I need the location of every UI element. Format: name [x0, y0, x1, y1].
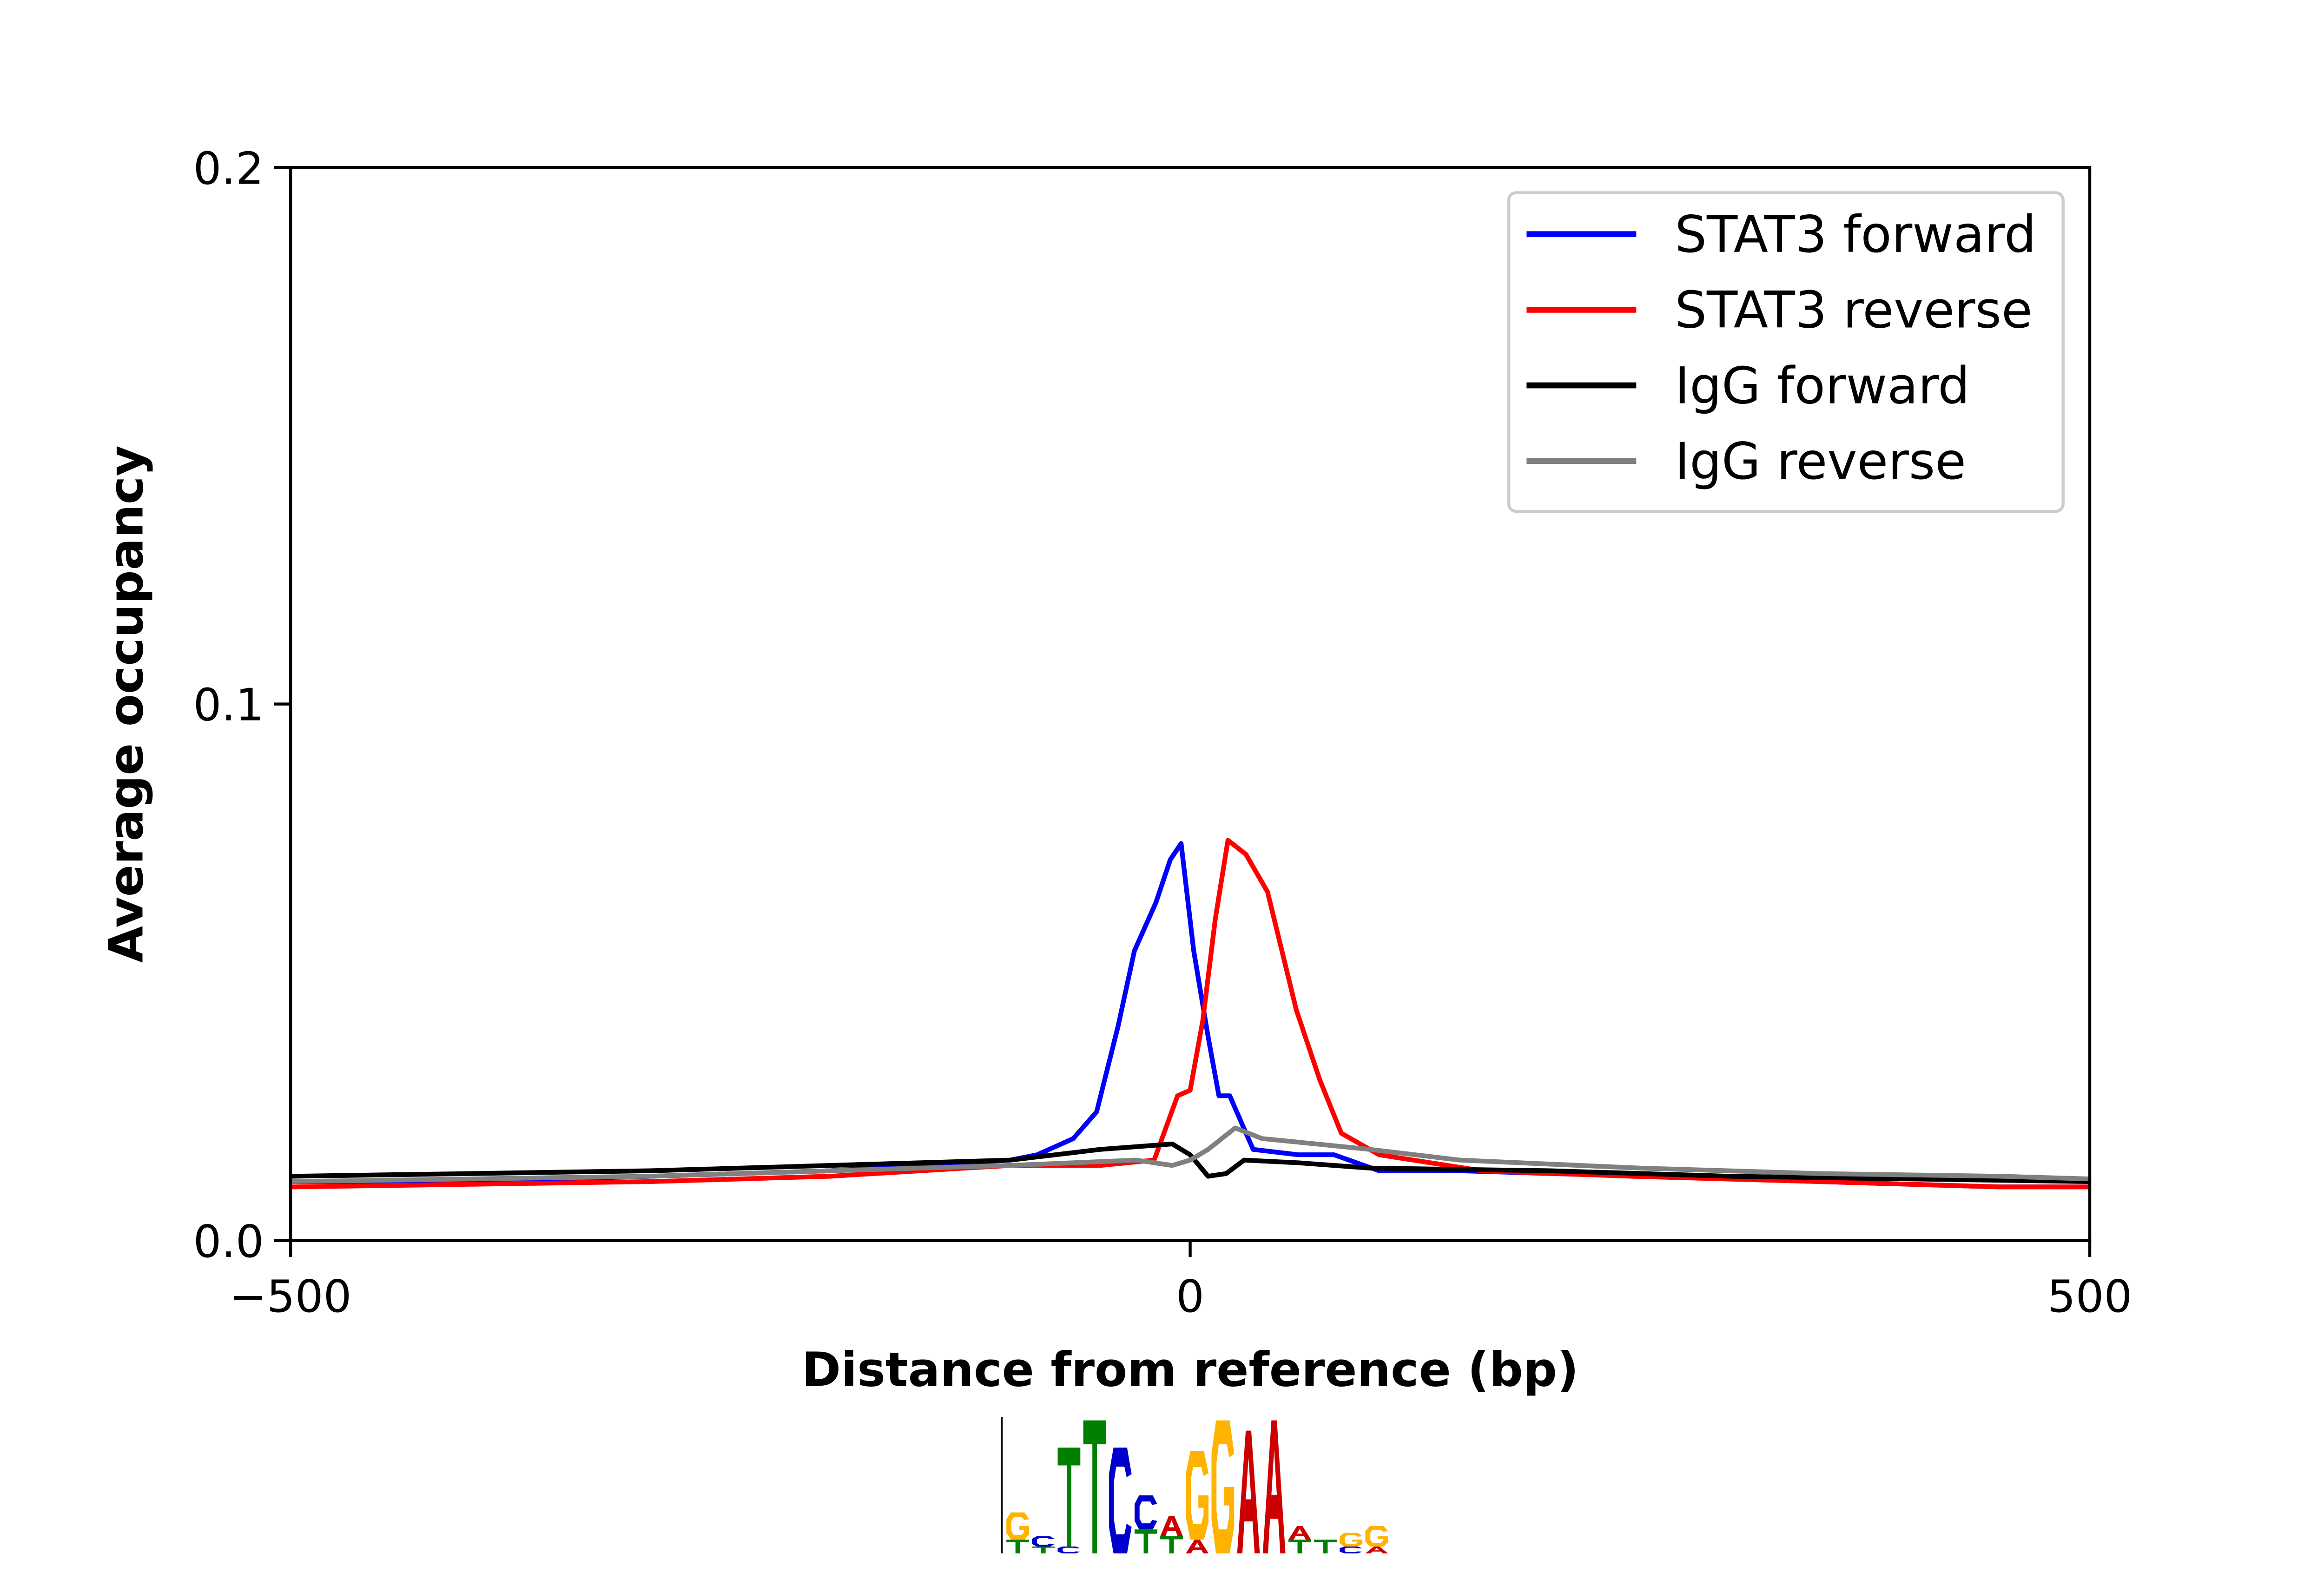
motif-letter-g	[1365, 1526, 1388, 1547]
x-tick-label: 0	[1176, 1270, 1204, 1322]
motif-letter-g	[1211, 1420, 1235, 1554]
motif-letter-c	[1109, 1448, 1132, 1554]
legend-label: IgG forward	[1675, 356, 1970, 415]
motif-letter-t	[1032, 1546, 1055, 1554]
y-tick-label: 0.1	[193, 679, 264, 731]
motif-letter-a	[1237, 1430, 1260, 1554]
motif-letter-g	[1006, 1512, 1029, 1540]
motif-letter-t	[1160, 1536, 1183, 1554]
legend-label: IgG reverse	[1675, 432, 1966, 491]
motif-letter-t	[1083, 1420, 1106, 1554]
motif-letter-c	[1032, 1536, 1055, 1547]
legend-label: STAT3 forward	[1675, 205, 2036, 264]
motif-letter-c	[1057, 1546, 1081, 1554]
motif-letter-a	[1160, 1515, 1183, 1536]
motif-letter-t	[1288, 1540, 1311, 1554]
motif-letter-a	[1186, 1540, 1209, 1554]
motif-logo	[1001, 1417, 1388, 1554]
legend-label: STAT3 reverse	[1675, 281, 2032, 340]
motif-letter-a	[1262, 1420, 1286, 1554]
motif-letter-t	[1135, 1529, 1157, 1554]
series-line-igg-forward	[290, 1141, 2090, 1184]
motif-letter-c	[1340, 1546, 1363, 1554]
motif-letter-g	[1186, 1451, 1209, 1540]
x-tick-label: 500	[2047, 1270, 2133, 1322]
motif-letter-a	[1365, 1546, 1388, 1554]
motif-letter-g	[1340, 1533, 1363, 1547]
y-tick-label: 0.0	[193, 1216, 264, 1268]
motif-letter-c	[1135, 1495, 1157, 1530]
motif-letter-t	[1057, 1448, 1081, 1547]
series-line-igg-reverse	[290, 1125, 2090, 1184]
motif-letter-t	[1006, 1540, 1029, 1554]
motif-letter-a	[1288, 1526, 1311, 1540]
x-axis-label: Distance from reference (bp)	[802, 1342, 1579, 1397]
series-line-stat3-reverse	[290, 838, 2090, 1190]
y-tick-label: 0.2	[193, 142, 264, 194]
series-line-stat3-forward	[290, 841, 2090, 1190]
legend: STAT3 forward STAT3 reverse IgG forward IgG…	[1507, 191, 2065, 513]
axis-ticks: −500 0 500 0.0 0.1 0.2	[193, 142, 2133, 1322]
legend-box	[1507, 191, 2065, 513]
plot-lines	[290, 838, 2090, 1190]
x-tick-label: −500	[230, 1270, 352, 1322]
motif-letter-t	[1314, 1540, 1337, 1554]
y-axis-label: Average occupancy	[99, 445, 154, 963]
